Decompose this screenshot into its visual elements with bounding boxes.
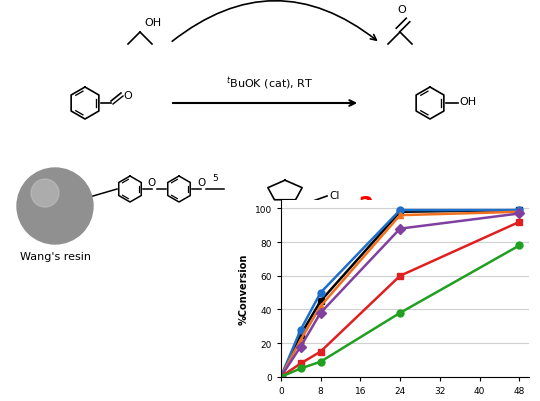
Run 15: [318, 311, 324, 316]
Run 15: [397, 227, 403, 231]
Run 12: [318, 304, 324, 309]
Text: O: O: [197, 178, 205, 188]
Line: Run 12: Run 12: [278, 209, 523, 381]
Line: Run 15: Run 15: [278, 211, 523, 381]
Text: Cl: Cl: [329, 190, 339, 200]
Text: O: O: [148, 178, 156, 188]
Run 12: [298, 338, 304, 342]
Text: OH: OH: [459, 97, 476, 107]
Run 3: [278, 375, 284, 379]
Run 3: [516, 208, 523, 213]
Text: $^t$BuOK (cat), RT: $^t$BuOK (cat), RT: [226, 75, 314, 92]
Text: Cl: Cl: [329, 211, 339, 221]
Line: Run 3: Run 3: [278, 207, 523, 381]
Run 26: [397, 311, 403, 316]
Run 21: [318, 349, 324, 354]
Text: 5: 5: [212, 174, 218, 182]
Run 12: [516, 210, 523, 215]
Text: 2: 2: [304, 243, 310, 253]
Run 26: [318, 359, 324, 364]
Run 3: [318, 290, 324, 295]
Run 3: [397, 208, 403, 213]
Run 1: [298, 332, 304, 337]
Run 26: [278, 375, 284, 379]
Run 12: [278, 375, 284, 379]
Run 3: [298, 328, 304, 332]
Line: Run 26: Run 26: [278, 243, 523, 381]
Text: Ir: Ir: [302, 200, 312, 213]
Run 21: [298, 361, 304, 366]
Line: Run 1: Run 1: [278, 207, 523, 381]
Text: ?: ?: [357, 194, 372, 219]
Run 15: [298, 344, 304, 349]
Run 26: [516, 243, 523, 248]
Text: O: O: [123, 91, 132, 101]
Run 26: [298, 366, 304, 371]
Text: O: O: [397, 5, 407, 15]
Run 1: [278, 375, 284, 379]
Run 21: [278, 375, 284, 379]
Circle shape: [31, 180, 59, 207]
Run 15: [278, 375, 284, 379]
Run 21: [516, 220, 523, 225]
Text: OH: OH: [144, 18, 161, 28]
Text: Wang's resin: Wang's resin: [19, 251, 91, 261]
Run 1: [516, 208, 523, 213]
Y-axis label: %Conversion: %Conversion: [239, 253, 249, 324]
Run 21: [397, 274, 403, 279]
Line: Run 21: Run 21: [278, 219, 523, 381]
Run 12: [397, 213, 403, 218]
Run 1: [397, 210, 403, 215]
Circle shape: [17, 168, 93, 244]
Run 1: [318, 299, 324, 304]
Run 15: [516, 212, 523, 217]
